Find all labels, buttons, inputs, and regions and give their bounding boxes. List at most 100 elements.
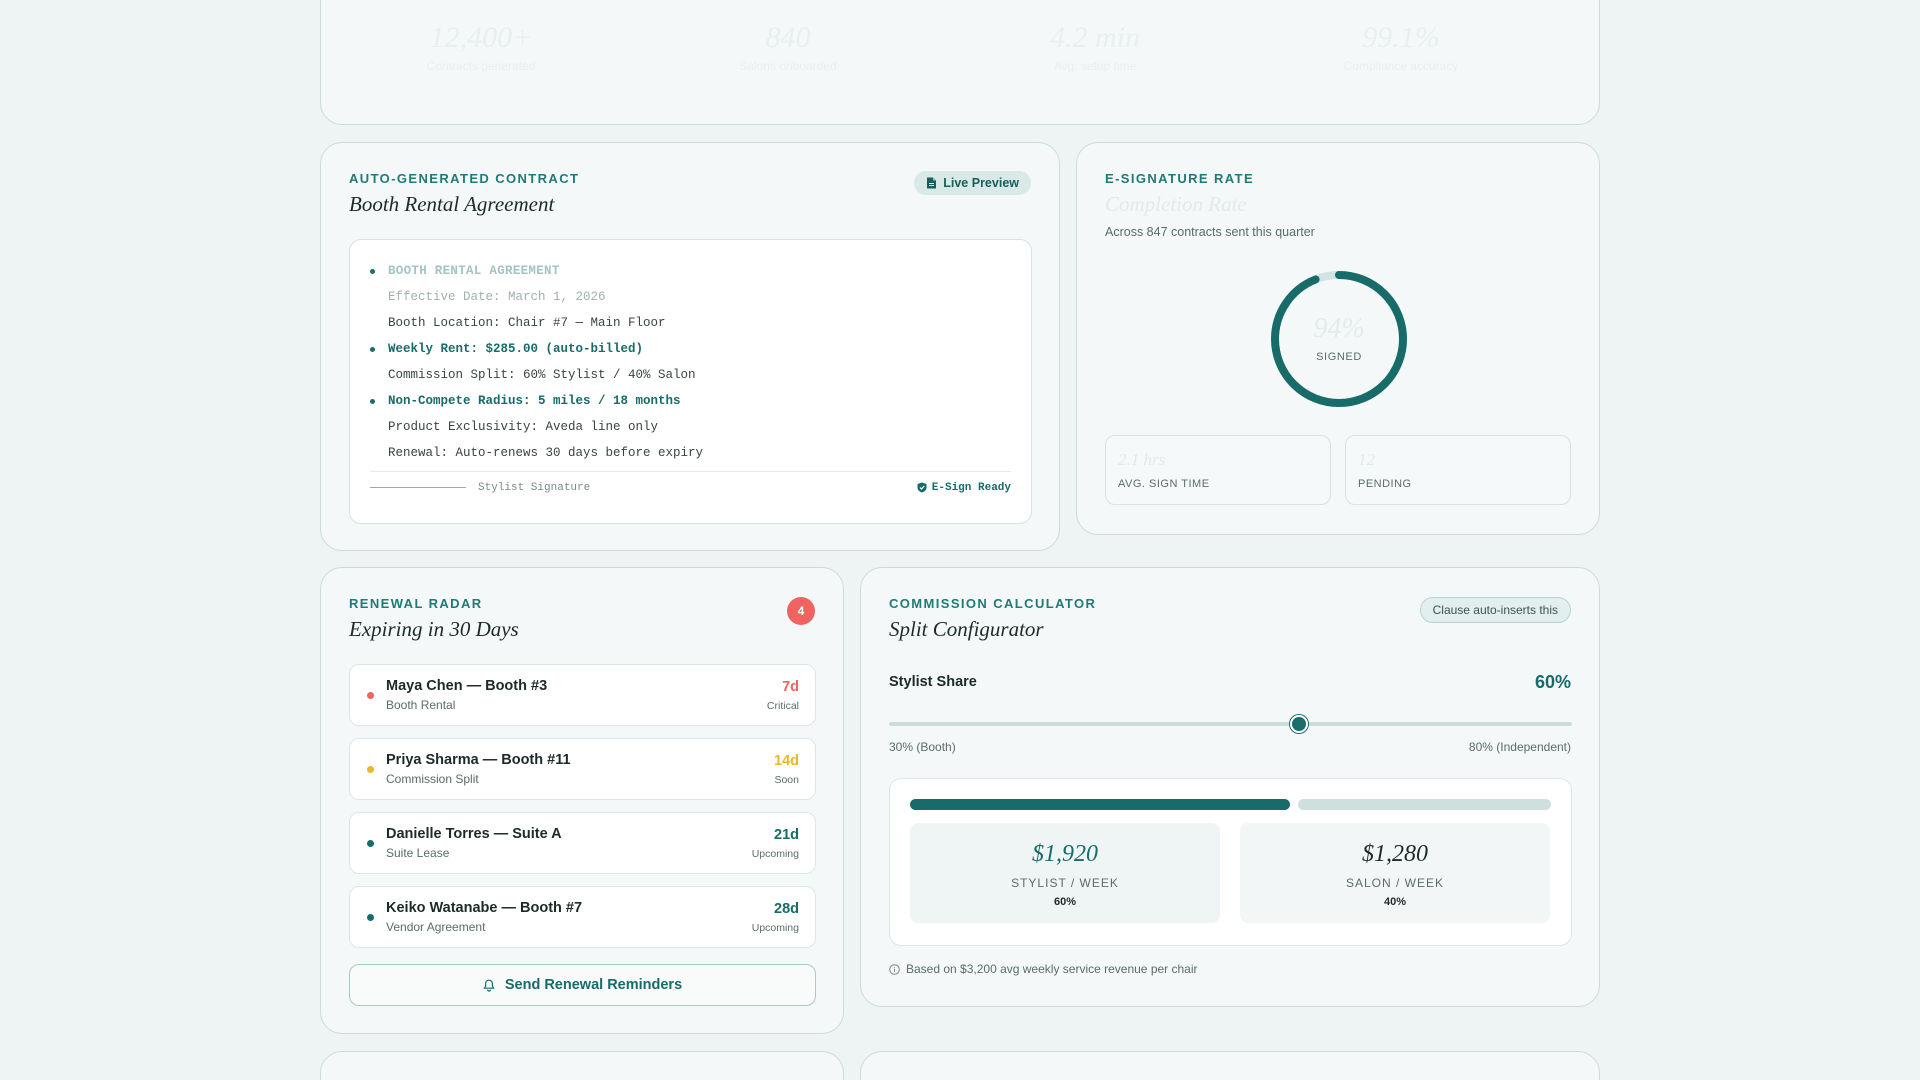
renewal-item[interactable]: Priya Sharma — Booth #11 Commission Spli… [349,738,816,800]
renewal-days: 21d [774,827,799,843]
renewal-item[interactable]: Danielle Torres — Suite A Suite Lease 21… [349,812,816,874]
salon-weekly-percent: 40% [1383,896,1407,908]
avg-sign-time-value: 2.1 hrs [1118,450,1166,469]
renewal-name: Priya Sharma — Booth #11 [386,752,571,768]
renewal-type: Commission Split [386,772,479,786]
bullet-dot [370,347,375,352]
contract-preview: BOOTH RENTAL AGREEMENT Effective Date: M… [349,239,1032,524]
signed-progress-ring: 94% SIGNED [1269,269,1409,409]
renewal-status: Upcoming [751,922,799,934]
stat-label: Salons onboarded [739,59,837,73]
stat-value: 99.1% [1362,21,1440,54]
next-card-right [860,1051,1600,1080]
contract-line: Renewal: Auto-renews 30 days before expi… [388,446,704,460]
stylist-weekly-tile: $1,920 STYLIST / WEEK 60% [910,823,1220,923]
renewal-eyebrow: RENEWAL RADAR [349,596,483,611]
esign-card: E-SIGNATURE RATE Completion Rate Across … [1076,142,1600,535]
stat-label: Contracts generated [426,59,536,73]
shield-check-icon [917,482,927,493]
avg-sign-time-tile: 2.1 hrs AVG. SIGN TIME [1105,435,1331,505]
stat-value: 840 [765,21,811,54]
renewal-header: RENEWAL RADAR Expiring in 30 Days [349,596,519,642]
info-icon [889,963,900,975]
renewal-name: Keiko Watanabe — Booth #7 [386,900,583,916]
slider-min-label: 30% (Booth) [889,740,956,754]
pending-label: PENDING [1358,478,1412,490]
signature-label: Stylist Signature [478,481,591,494]
stylist-share-bar [910,799,1290,810]
pending-value: 12 [1358,450,1375,469]
bullet-dot [370,269,375,274]
revenue-basis-text: Based on $3,200 avg weekly service reven… [906,962,1198,976]
salon-weekly-label: SALON / WEEK [1345,876,1445,890]
esign-title: Completion Rate [1105,192,1247,216]
contract-line: Commission Split: 60% Stylist / 40% Salo… [388,368,696,382]
renewal-card: RENEWAL RADAR Expiring in 30 Days 4 Maya… [320,567,844,1034]
renewal-name: Maya Chen — Booth #3 [386,678,548,694]
commission-title: Split Configurator [889,617,1044,641]
stylist-share-label: Stylist Share [889,674,977,690]
renewal-days: 28d [774,901,799,917]
stylist-share-percent: 60% [1534,672,1571,692]
stats-card: 12,400+ Contracts generated 840 Salons o… [320,0,1600,125]
renewal-type: Suite Lease [386,846,450,860]
stylist-share-slider-thumb[interactable] [1289,715,1308,733]
document-icon [927,177,937,189]
split-breakdown: $1,920 STYLIST / WEEK 60% $1,280 SALON /… [889,778,1572,946]
status-dot [367,692,374,699]
renewal-count-badge: 4 [787,597,815,625]
bullet-dot [370,399,375,404]
stat-label: Compliance accuracy [1343,59,1459,73]
renewal-days: 7d [782,679,799,695]
signed-percent: 94% [1313,313,1365,344]
stylist-weekly-label: STYLIST / WEEK [1011,876,1119,890]
renewal-name: Danielle Torres — Suite A [386,826,562,842]
renewal-status: Soon [774,774,799,786]
esign-eyebrow: E-SIGNATURE RATE [1105,171,1255,186]
stylist-share-slider-track[interactable] [889,722,1572,726]
esign-header: E-SIGNATURE RATE Completion Rate [1105,171,1254,217]
renewal-item[interactable]: Maya Chen — Booth #3 Booth Rental 7d Cri… [349,664,816,726]
stat-setup-time: 4.2 min Avg. setup time [985,21,1205,73]
bell-icon [483,979,495,992]
contract-card: AUTO-GENERATED CONTRACT Booth Rental Agr… [320,142,1060,551]
contract-footer: Stylist Signature E-Sign Ready [370,471,1011,503]
contract-title: Booth Rental Agreement [349,192,555,216]
send-renewal-reminders-button[interactable]: Send Renewal Reminders [349,964,816,1006]
avg-sign-time-label: AVG. SIGN TIME [1118,478,1210,490]
renewal-title: Expiring in 30 Days [349,617,519,641]
live-preview-button[interactable]: Live Preview [914,171,1031,195]
esign-subtitle: Across 847 contracts sent this quarter [1105,225,1315,239]
contract-line: Booth Location: Chair #7 — Main Floor [388,316,666,330]
slider-max-label: 80% (Independent) [1468,740,1571,754]
status-dot [367,914,374,921]
esign-ready-label: E-Sign Ready [931,481,1011,494]
salon-weekly-amount: $1,280 [1362,841,1428,867]
commission-eyebrow: COMMISSION CALCULATOR [889,596,1097,611]
esign-ready-badge: E-Sign Ready [917,482,1011,494]
stat-value: 4.2 min [1050,21,1140,54]
next-card-left [320,1051,844,1080]
renewal-status: Upcoming [751,848,799,860]
contract-line: Non-Compete Radius: 5 miles / 18 months [370,388,1011,414]
contract-eyebrow: AUTO-GENERATED CONTRACT [349,171,580,186]
commission-card: COMMISSION CALCULATOR Split Configurator… [860,567,1600,1007]
stat-accuracy: 99.1% Compliance accuracy [1291,21,1511,73]
ring-progress [1271,271,1407,407]
signed-label: SIGNED [1316,351,1362,363]
signature-line[interactable] [370,487,466,488]
live-preview-label: Live Preview [943,176,1019,190]
stat-value: 12,400+ [429,21,533,54]
contract-line: Effective Date: March 1, 2026 [388,290,606,304]
clause-auto-insert-badge: Clause auto-inserts this [1419,597,1571,623]
status-dot [367,840,374,847]
renewal-item[interactable]: Keiko Watanabe — Booth #7 Vendor Agreeme… [349,886,816,948]
pending-tile: 12 PENDING [1345,435,1571,505]
status-dot [367,766,374,773]
renewal-type: Vendor Agreement [386,920,486,934]
contract-line: Weekly Rent: $285.00 (auto-billed) [370,336,1011,362]
ring-graphic [1271,271,1407,407]
renewal-status: Critical [766,700,799,712]
renewal-type: Booth Rental [386,698,456,712]
stat-label: Avg. setup time [1053,59,1137,73]
